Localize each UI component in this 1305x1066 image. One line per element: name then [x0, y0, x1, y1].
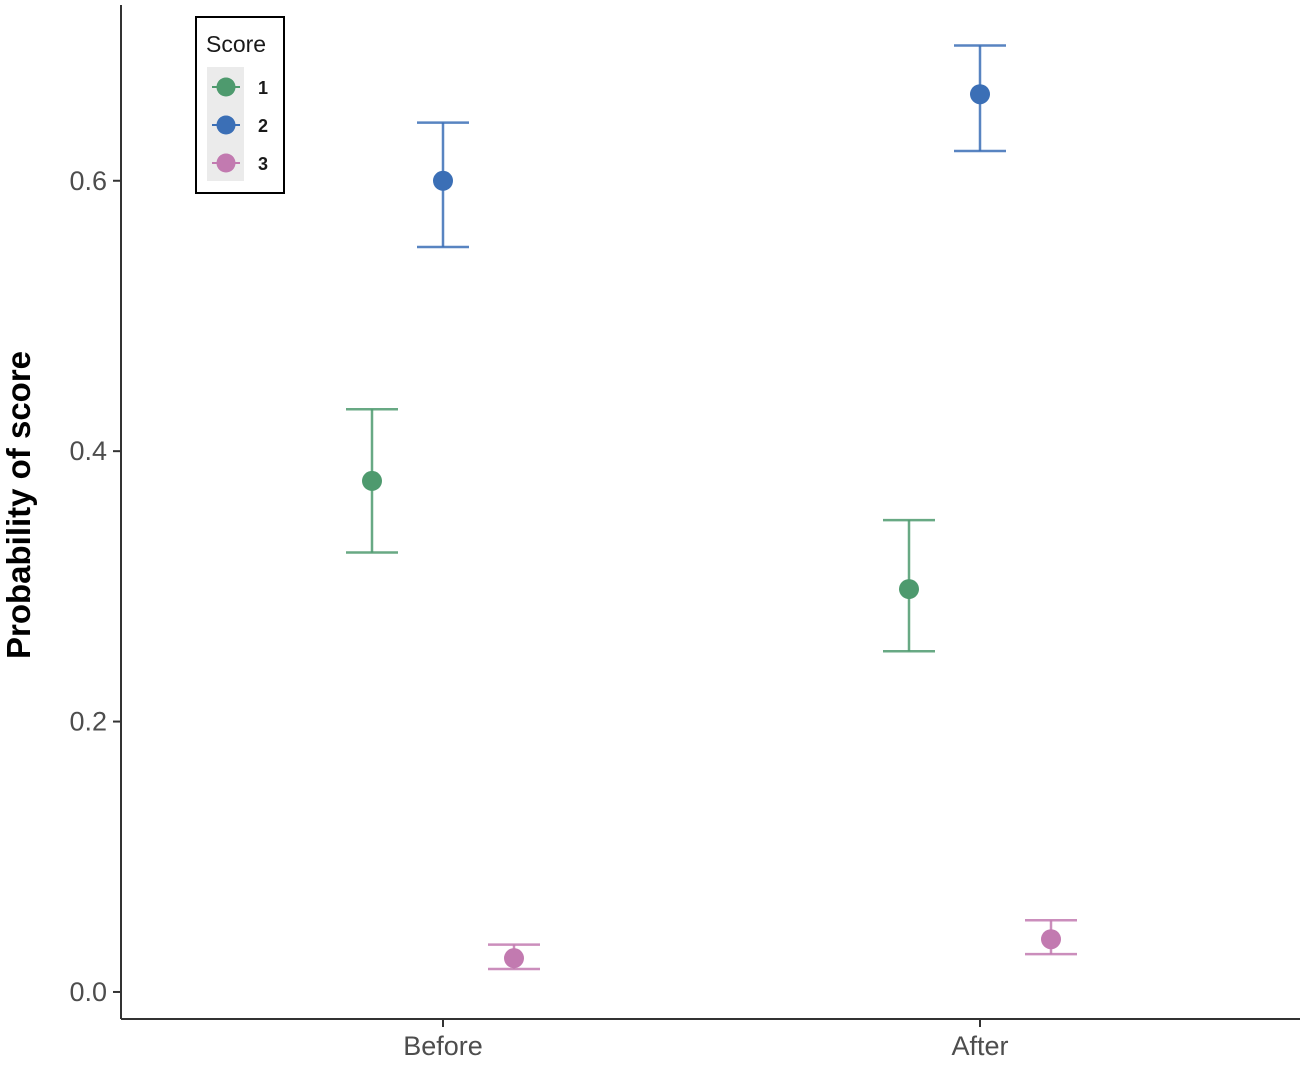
y-axis-title: Probability of score — [0, 351, 37, 659]
y-tick-label: 0.4 — [69, 436, 107, 466]
legend-label: 3 — [258, 154, 268, 174]
y-tick-label: 0.0 — [69, 977, 107, 1007]
legend-key-point — [216, 77, 236, 97]
data-point — [433, 170, 453, 191]
y-tick-label: 0.6 — [69, 166, 107, 196]
legend-title: Score — [206, 31, 266, 57]
data-point — [504, 948, 524, 969]
y-tick-label: 0.2 — [69, 707, 107, 737]
x-tick-label: Before — [403, 1031, 483, 1061]
legend-key-point — [216, 153, 236, 173]
data-point — [1041, 929, 1061, 950]
legend-label: 1 — [258, 78, 268, 98]
data-point — [970, 84, 990, 105]
legend: Score 1 2 3 — [195, 16, 285, 194]
data-point — [899, 579, 919, 600]
data-point — [362, 470, 382, 491]
axes: 0.0 0.2 0.4 0.6 Before After — [69, 5, 1300, 1061]
legend-items: 1 2 3 — [212, 77, 268, 174]
data-marks — [346, 44, 1077, 971]
x-tick-label: After — [951, 1031, 1008, 1061]
legend-key-point — [216, 115, 236, 135]
legend-label: 2 — [258, 116, 268, 136]
